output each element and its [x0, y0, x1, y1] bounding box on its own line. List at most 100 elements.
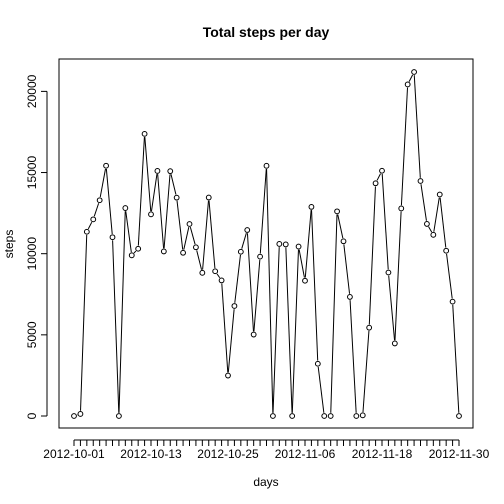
series-line-segment — [144, 137, 152, 212]
data-point — [449, 298, 456, 305]
data-point — [398, 205, 405, 212]
series-line-segment — [246, 233, 254, 332]
data-point — [347, 294, 353, 300]
series-total-steps — [71, 69, 462, 419]
series-line-segment — [208, 200, 216, 269]
data-point — [96, 197, 103, 204]
series-line-segment — [376, 173, 381, 181]
y-axis-label: steps — [2, 230, 16, 259]
series-line-segment — [137, 137, 145, 246]
data-point — [212, 268, 219, 275]
series-line-segment — [408, 74, 414, 82]
series-line-segment — [112, 240, 120, 413]
y-tick-label: 10000 — [25, 237, 39, 271]
data-point — [237, 248, 244, 255]
y-tick-label: 15000 — [25, 156, 39, 190]
series-line-segment — [362, 330, 370, 413]
data-point — [334, 208, 340, 215]
data-point — [417, 178, 424, 184]
x-tick-label: 2012-11-30 — [429, 447, 490, 461]
data-point — [353, 413, 360, 419]
data-point — [83, 228, 90, 235]
series-line-segment — [216, 273, 221, 279]
data-point — [205, 194, 212, 201]
series-line-segment — [125, 211, 132, 253]
data-point — [218, 277, 225, 284]
data-point — [314, 360, 321, 367]
series-line-segment — [400, 87, 409, 206]
data-point — [308, 203, 315, 210]
series-line-segment — [291, 249, 299, 413]
y-tick-label: 20000 — [25, 74, 39, 108]
data-point — [456, 413, 462, 419]
series-line-segment — [439, 197, 447, 248]
series-line-segment — [196, 250, 203, 270]
series-line-segment — [170, 174, 177, 195]
data-point — [282, 241, 289, 248]
series-line-segment — [298, 249, 305, 278]
series-line-segment — [234, 254, 241, 303]
data-point — [193, 244, 199, 251]
data-point — [289, 413, 296, 419]
data-point — [71, 413, 77, 419]
data-point — [180, 249, 186, 256]
data-point — [366, 324, 373, 331]
y-tick-label: 5000 — [25, 321, 39, 348]
series-line-segment — [330, 214, 338, 413]
data-point — [443, 247, 450, 254]
series-line-segment — [221, 283, 229, 373]
data-point — [148, 211, 154, 218]
series-line-segment — [368, 186, 376, 325]
series-line-segment — [202, 200, 209, 270]
series-line-segment — [446, 253, 453, 299]
series-line-segment — [311, 210, 319, 361]
x-tick-label: 2012-10-13 — [120, 447, 182, 461]
data-point — [424, 221, 430, 227]
data-point — [244, 227, 251, 233]
series-line-segment — [241, 232, 247, 249]
data-point — [321, 413, 328, 419]
data-point — [295, 243, 302, 250]
series-line-segment — [304, 210, 312, 278]
data-point — [128, 252, 135, 259]
series-line-segment — [183, 227, 190, 250]
y-axis: 0 5000 10000 15000 20000 — [25, 74, 48, 419]
series-line-segment — [388, 275, 396, 341]
series-line-segment — [150, 174, 158, 212]
series-line-segment — [349, 300, 357, 413]
series-line-segment — [337, 214, 344, 239]
data-point — [167, 168, 174, 175]
series-line-segment — [381, 173, 389, 270]
series-line-segment — [420, 184, 427, 221]
data-point — [436, 191, 443, 198]
plot-frame — [58, 58, 474, 429]
data-point — [391, 340, 398, 347]
series-line-segment — [452, 304, 460, 413]
series-line-segment — [433, 197, 440, 232]
data-point — [225, 372, 231, 379]
data-point — [109, 234, 116, 241]
series-line-segment — [163, 174, 171, 249]
data-point — [430, 231, 437, 238]
data-point — [141, 130, 148, 137]
x-tick-label: 2012-10-01 — [43, 447, 105, 461]
data-point — [270, 413, 276, 419]
data-point — [90, 216, 97, 223]
data-point — [116, 413, 122, 419]
series-line-segment — [99, 168, 106, 198]
data-point — [122, 205, 129, 211]
series-line-segment — [259, 168, 267, 254]
series-line-segment — [285, 247, 293, 413]
series-line-segment — [272, 247, 280, 413]
y-tick-label: 0 — [25, 412, 39, 419]
series-line-segment — [133, 250, 137, 254]
data-point — [263, 162, 270, 169]
data-point — [250, 331, 257, 338]
chart-title: Total steps per day — [203, 24, 330, 40]
x-axis-label: days — [253, 475, 278, 489]
x-tick-label: 2012-10-25 — [197, 447, 259, 461]
data-point — [372, 180, 379, 187]
series-line-segment — [118, 211, 126, 413]
